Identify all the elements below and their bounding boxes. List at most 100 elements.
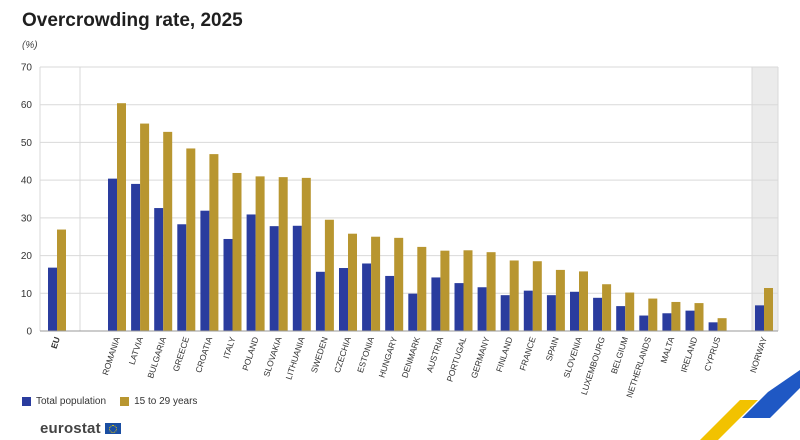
bar-youth bbox=[324, 219, 334, 331]
bar-total bbox=[131, 183, 141, 331]
chart-title: Overcrowding rate, 2025 bbox=[22, 10, 243, 31]
x-tick-label: CZECHIA bbox=[332, 335, 353, 374]
x-tick-label: LATVIA bbox=[127, 335, 145, 366]
bar-total bbox=[223, 238, 233, 331]
eu-flag-icon bbox=[104, 423, 121, 434]
bar-youth bbox=[648, 298, 658, 331]
bar-youth bbox=[717, 318, 727, 331]
decor-yellow-stripe bbox=[700, 400, 758, 440]
y-tick-label: 10 bbox=[21, 289, 33, 300]
bar-total bbox=[593, 297, 603, 331]
x-tick-label: LITHUANIA bbox=[283, 335, 306, 381]
x-tick-label: SLOVAKIA bbox=[261, 335, 283, 378]
bar-total bbox=[200, 210, 210, 331]
bar-youth bbox=[278, 177, 288, 331]
legend-item-total: Total population bbox=[22, 396, 106, 407]
bar-youth bbox=[232, 172, 242, 331]
x-tick-label: POLAND bbox=[240, 336, 260, 372]
x-tick-label: ROMANIA bbox=[100, 335, 122, 376]
bar-youth bbox=[579, 271, 588, 331]
bar-total bbox=[408, 293, 418, 331]
bar-youth bbox=[509, 260, 519, 331]
bar-total bbox=[385, 275, 395, 331]
bar-youth bbox=[255, 176, 265, 331]
bar-youth bbox=[486, 252, 496, 331]
bar-total bbox=[639, 315, 649, 331]
x-tick-label: SWEDEN bbox=[309, 336, 330, 375]
legend-item-youth: 15 to 29 years bbox=[120, 396, 197, 407]
highlight-band bbox=[752, 67, 778, 331]
x-tick-label: NORWAY bbox=[748, 335, 769, 374]
bar-youth bbox=[163, 131, 173, 331]
bar-total bbox=[454, 283, 464, 331]
logo-text: eurostat bbox=[40, 420, 101, 437]
bar-total bbox=[570, 291, 579, 331]
x-tick-label: DENMARK bbox=[400, 335, 423, 379]
bar-youth bbox=[186, 148, 196, 331]
bar-total bbox=[269, 226, 279, 331]
x-tick-label: CYPRUS bbox=[702, 335, 723, 372]
x-tick-label: EU bbox=[49, 336, 62, 350]
bar-youth bbox=[140, 123, 150, 331]
y-tick-label: 30 bbox=[21, 213, 33, 224]
bar-youth bbox=[209, 154, 219, 331]
bar-total bbox=[708, 322, 718, 331]
bar-youth bbox=[463, 250, 473, 331]
bar-youth bbox=[371, 236, 381, 331]
x-tick-label: HUNGARY bbox=[377, 335, 400, 379]
x-tick-label: IRELAND bbox=[679, 336, 700, 374]
y-tick-label: 0 bbox=[26, 327, 32, 338]
x-tick-label: ESTONIA bbox=[355, 335, 376, 374]
bar-total bbox=[48, 267, 57, 331]
bar-youth bbox=[671, 301, 681, 331]
x-tick-label: AUSTRIA bbox=[424, 335, 445, 373]
x-tick-label: CROATIA bbox=[193, 335, 214, 374]
bar-youth bbox=[417, 246, 427, 331]
y-tick-label: 40 bbox=[21, 176, 33, 187]
bar-youth bbox=[301, 177, 311, 331]
eurostat-logo: eurostat bbox=[40, 420, 121, 437]
bar-youth bbox=[348, 233, 357, 331]
bar-total bbox=[292, 225, 302, 331]
x-tick-label: GREECE bbox=[171, 335, 192, 373]
x-tick-label: LUXEMBOURG bbox=[579, 336, 607, 397]
bar-youth bbox=[555, 269, 565, 331]
legend-swatch-total bbox=[22, 397, 31, 406]
x-tick-label: NETHERLANDS bbox=[624, 335, 653, 399]
bar-total bbox=[685, 310, 695, 331]
bar-total bbox=[154, 208, 164, 331]
x-tick-label: SLOVENIA bbox=[561, 335, 584, 379]
bar-youth bbox=[532, 261, 542, 331]
bar-total bbox=[523, 290, 533, 331]
bar-total bbox=[177, 224, 187, 331]
bar-youth bbox=[625, 292, 635, 331]
bar-youth bbox=[57, 229, 66, 331]
bar-total bbox=[315, 271, 325, 331]
bar-total bbox=[755, 305, 764, 331]
bar-youth bbox=[602, 284, 612, 331]
bar-youth bbox=[117, 103, 126, 331]
bar-total bbox=[546, 295, 556, 331]
bar-total bbox=[362, 263, 372, 331]
y-tick-label: 20 bbox=[21, 251, 33, 262]
bar-total bbox=[616, 306, 626, 331]
bar-total bbox=[477, 287, 487, 331]
legend-label-total: Total population bbox=[36, 396, 107, 407]
legend-label-youth: 15 to 29 years bbox=[134, 396, 198, 407]
x-tick-label: FRANCE bbox=[517, 335, 537, 372]
x-tick-label: SPAIN bbox=[544, 336, 561, 363]
decor-blue-stripe bbox=[742, 370, 800, 418]
x-tick-label: BELGIUM bbox=[609, 336, 630, 375]
bar-youth bbox=[440, 250, 450, 331]
bar-total bbox=[500, 295, 510, 331]
y-tick-label: 70 bbox=[21, 63, 33, 74]
bar-total bbox=[431, 277, 441, 331]
bar-total bbox=[662, 313, 672, 331]
bar-total bbox=[108, 178, 117, 331]
bar-youth bbox=[694, 303, 704, 331]
x-tick-label: BULGARIA bbox=[145, 335, 168, 379]
x-tick-label: MALTA bbox=[658, 335, 676, 364]
bar-total bbox=[246, 214, 256, 331]
legend: Total population 15 to 29 years bbox=[22, 396, 211, 407]
